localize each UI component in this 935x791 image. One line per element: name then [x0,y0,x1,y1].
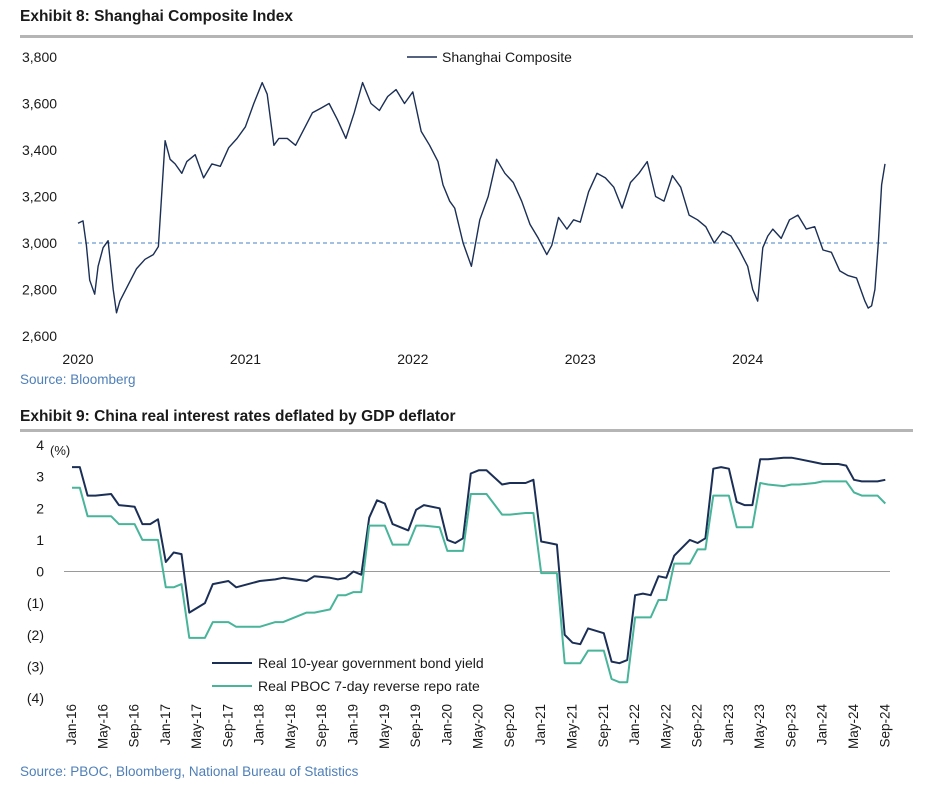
x-tick-label: Jan-22 [627,704,642,745]
exhibit9-source: Source: PBOC, Bloomberg, National Bureau… [20,764,359,779]
y-tick-label: 3,400 [22,142,57,158]
y-tick-label: 2 [36,500,44,516]
y-tick-label: 3,000 [22,235,57,251]
y-tick-label: (2) [27,627,44,643]
y-tick-label: (3) [27,658,44,674]
x-tick-label: Sep-24 [877,704,892,748]
x-tick-label: Sep-23 [783,704,798,748]
x-tick-label: May-17 [189,704,204,749]
exhibit8-title-rule [20,35,913,38]
x-tick-label: Jan-19 [346,704,361,745]
x-tick-label: 2021 [230,351,261,367]
x-tick-label: May-19 [377,704,392,749]
exhibit9-title: Exhibit 9: China real interest rates def… [20,408,456,425]
x-tick-label: Sep-17 [220,704,235,748]
y-tick-label: 0 [36,564,44,580]
chart-shanghai-composite: 2,600 2,800 3,000 3,200 3,400 3,600 3,800 2020 2… [22,49,890,367]
x-tick-label: Sep-22 [690,704,705,748]
x-tick-label: 2024 [732,351,763,367]
y-tick-label: 3,200 [22,189,57,205]
y-tick-label: 4 [36,437,44,453]
x-tick-label: 2020 [62,351,93,367]
exhibit9-title-rule [20,429,913,432]
series-line-real-10y-yield [72,456,886,665]
y-tick-label: (4) [27,690,44,706]
y-tick-label: 1 [36,532,44,548]
x-tick-label: Sep-18 [314,704,329,748]
x-tick-label: May-23 [752,704,767,749]
x-tick-label: May-24 [846,704,861,750]
x-tick-label: Jan-23 [721,704,736,745]
x-tick-label: Jan-20 [439,704,454,745]
y-axis-unit-label: (%) [50,443,70,458]
series-line-shanghai-composite [77,81,886,314]
x-tick-label: May-22 [658,704,673,749]
exhibit8-source: Source: Bloomberg [20,372,136,387]
exhibit8-title: Exhibit 8: Shanghai Composite Index [20,8,294,25]
x-tick-label: 2023 [565,351,596,367]
legend-real-7d-reverse-repo-label: Real PBOC 7-day reverse repo rate [258,678,480,694]
x-tick-label: Jan-24 [815,704,830,746]
y-tick-label: 2,800 [22,282,57,298]
x-tick-label: 2022 [397,351,428,367]
y-tick-label: 2,600 [22,328,57,344]
x-tick-label: Sep-20 [502,704,517,748]
x-tick-label: Jan-16 [64,704,79,745]
x-tick-label: May-20 [471,704,486,749]
y-tick-label: 3 [36,469,44,485]
x-tick-label: Jan-18 [252,704,267,745]
x-tick-label: Jan-17 [158,704,173,745]
x-tick-label: Sep-21 [596,704,611,748]
x-tick-label: May-16 [95,704,110,749]
x-tick-label: Jan-21 [533,704,548,745]
legend-label-shanghai-composite: Shanghai Composite [442,49,572,65]
series-line-real-7d-reverse-repo [72,480,887,684]
x-tick-label: Sep-19 [408,704,423,748]
y-tick-label: 3,800 [22,49,57,65]
y-tick-label: 3,600 [22,96,57,112]
x-tick-label: May-21 [564,704,579,749]
x-tick-label: May-18 [283,704,298,749]
y-tick-label: (1) [27,595,44,611]
chart-real-interest-rates: (4) (3) (2) (1) 0 1 2 3 4 (%) Jan-16 May-16 Sep-16 Ja… [27,437,892,750]
x-tick-label: Sep-16 [127,704,142,748]
legend-real-10y-yield-label: Real 10-year government bond yield [258,655,484,671]
